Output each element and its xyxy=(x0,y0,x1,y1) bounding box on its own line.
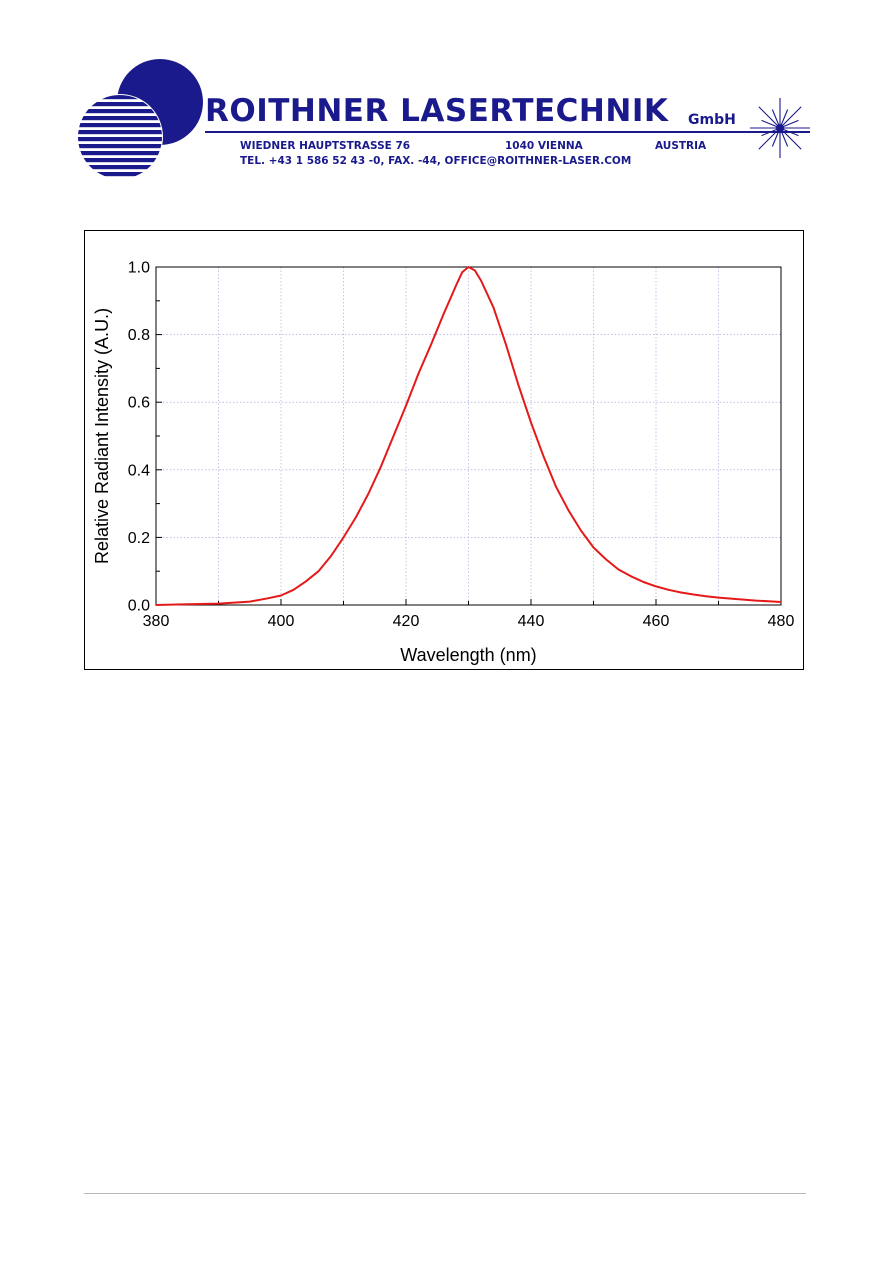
x-tick-label: 480 xyxy=(768,613,795,630)
data-point xyxy=(505,343,507,346)
brand-divider xyxy=(205,131,810,133)
data-point xyxy=(330,555,332,557)
data-point xyxy=(492,306,495,309)
data-point xyxy=(767,600,770,603)
data-point xyxy=(592,546,595,549)
y-tick-label: 1.0 xyxy=(128,260,150,277)
brand-name: ROITHNER LASERTECHNIK xyxy=(205,93,669,129)
data-point xyxy=(517,384,520,387)
y-tick-label: 0.2 xyxy=(128,530,150,547)
data-point xyxy=(473,269,476,272)
data-point xyxy=(705,595,707,598)
data-point xyxy=(342,536,345,539)
data-point xyxy=(605,558,607,561)
logo-striped-circle xyxy=(77,94,163,180)
y-axis-label: Relative Radiant Intensity (A.U.) xyxy=(92,308,112,564)
data-point xyxy=(367,492,370,495)
data-point xyxy=(442,313,445,316)
x-axis-label: Wavelength (nm) xyxy=(400,645,536,665)
data-point xyxy=(755,599,757,602)
data-point xyxy=(655,585,657,588)
y-tick-label: 0.8 xyxy=(128,327,150,344)
data-point xyxy=(580,529,582,532)
data-point xyxy=(617,568,620,571)
data-point xyxy=(186,603,189,606)
y-tick-label: 0.6 xyxy=(128,395,150,412)
x-tick-label: 400 xyxy=(268,613,295,630)
data-point xyxy=(317,570,320,572)
data-point xyxy=(742,598,745,601)
laser-star-icon xyxy=(750,98,810,158)
data-point xyxy=(305,580,307,583)
data-point xyxy=(542,455,545,458)
x-tick-label: 440 xyxy=(518,613,545,630)
address-country: AUSTRIA xyxy=(655,140,707,152)
address-city: 1040 VIENNA xyxy=(505,140,583,152)
brand-suffix: GmbH xyxy=(688,112,736,128)
data-point xyxy=(380,465,382,468)
company-logo xyxy=(77,59,203,180)
data-point xyxy=(467,266,470,268)
data-point xyxy=(405,404,407,407)
x-tick-label: 420 xyxy=(393,613,420,630)
data-point xyxy=(567,509,570,512)
data-point xyxy=(155,604,157,606)
chart-frame xyxy=(84,230,804,670)
address-street: WIEDNER HAUPTSTRASSE 76 xyxy=(240,140,411,152)
data-point xyxy=(530,421,532,424)
data-point xyxy=(667,588,670,591)
data-point xyxy=(642,581,645,583)
data-point xyxy=(248,600,251,603)
data-point xyxy=(692,593,695,596)
data-point xyxy=(217,602,220,605)
data-point xyxy=(680,591,682,594)
data-point xyxy=(780,601,782,603)
data-point xyxy=(730,597,732,600)
data-point xyxy=(717,596,720,599)
data-point xyxy=(430,343,432,346)
footer-divider xyxy=(84,1193,806,1194)
data-point xyxy=(267,597,270,600)
data-point xyxy=(630,575,632,578)
data-point xyxy=(455,284,457,287)
data-point xyxy=(280,594,282,597)
data-point xyxy=(417,372,420,375)
y-tick-label: 0.0 xyxy=(128,598,150,615)
data-point xyxy=(461,271,464,273)
x-tick-label: 380 xyxy=(143,613,170,630)
series-line-0 xyxy=(155,266,782,606)
data-point xyxy=(555,485,557,488)
data-point xyxy=(355,516,357,518)
x-tick-label: 460 xyxy=(643,613,670,630)
data-point xyxy=(480,279,482,282)
y-tick-label: 0.4 xyxy=(128,462,150,479)
contact-line: TEL. +43 1 586 52 43 -0, FAX. -44, OFFIC… xyxy=(240,155,632,167)
data-point xyxy=(392,435,395,437)
spectrum-chart: 380 400 420 440 460 480 0.0 0.2 0.4 0.6 0.8 1.0 Wave… xyxy=(92,260,795,666)
data-point xyxy=(292,588,295,591)
